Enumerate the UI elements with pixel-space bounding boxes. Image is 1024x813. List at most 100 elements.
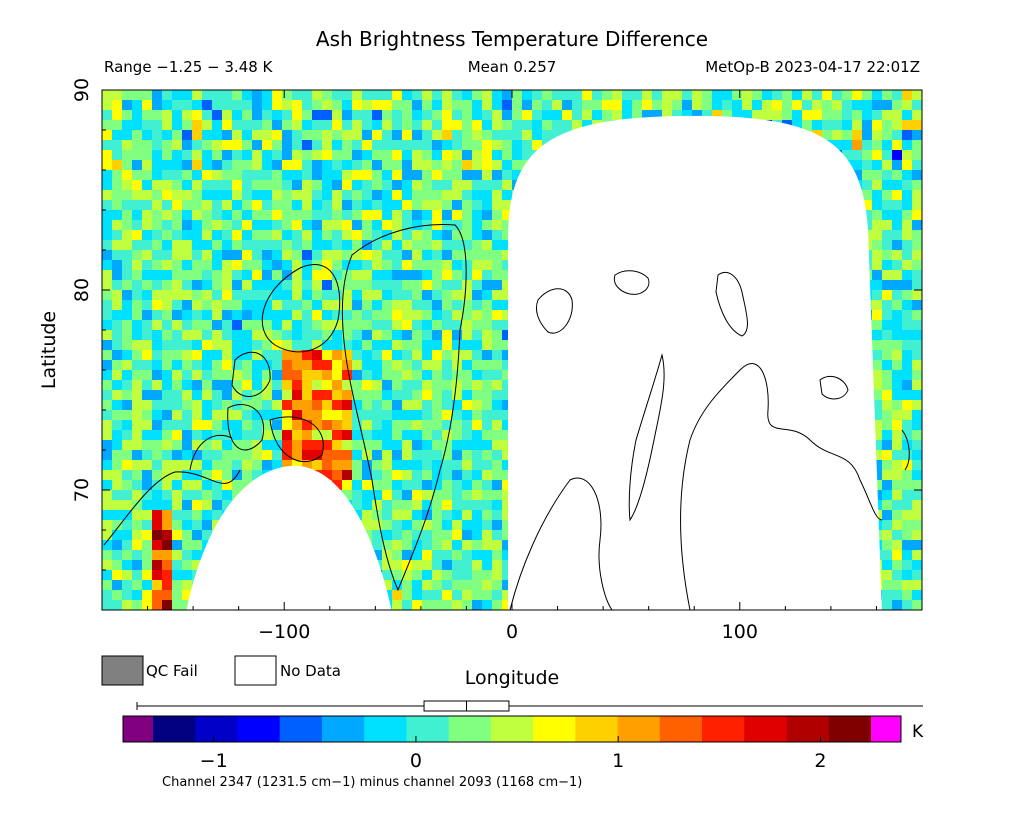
heatmap-cell xyxy=(212,510,223,521)
heatmap-cell xyxy=(162,160,173,171)
heatmap-cell xyxy=(342,340,353,351)
heatmap-cell xyxy=(872,150,883,161)
heatmap-cell xyxy=(312,110,323,121)
heatmap-cell xyxy=(102,500,113,511)
heatmap-cell xyxy=(482,540,493,551)
heatmap-cell xyxy=(392,130,403,141)
heatmap-cell xyxy=(362,230,373,241)
heatmap-cell xyxy=(272,260,283,271)
heatmap-cell xyxy=(882,440,893,451)
heatmap-cell xyxy=(342,320,353,331)
heatmap-cell xyxy=(382,520,393,531)
heatmap-cell xyxy=(482,340,493,351)
colorbar-segment xyxy=(279,716,323,742)
heatmap-cell xyxy=(352,110,363,121)
heatmap-cell xyxy=(442,550,453,561)
heatmap-cell xyxy=(352,330,363,341)
heatmap-cell xyxy=(252,200,263,211)
heatmap-cell xyxy=(442,180,453,191)
heatmap-cell xyxy=(202,310,213,321)
heatmap-cell xyxy=(482,500,493,511)
heatmap-cell xyxy=(452,90,463,101)
heatmap-cell xyxy=(412,320,423,331)
heatmap-cell xyxy=(872,250,883,261)
heatmap-cell xyxy=(472,440,483,451)
heatmap-cell xyxy=(462,500,473,511)
heatmap-cell xyxy=(892,470,903,481)
heatmap-cell xyxy=(442,210,453,221)
heatmap-cell xyxy=(492,580,503,591)
heatmap-cell xyxy=(202,410,213,421)
heatmap-cell xyxy=(222,320,233,331)
heatmap-cell xyxy=(912,400,922,411)
heatmap-cell xyxy=(462,290,473,301)
heatmap-cell xyxy=(102,240,113,251)
heatmap-cell xyxy=(162,320,173,331)
heatmap-cell xyxy=(292,310,303,321)
heatmap-cell xyxy=(182,240,193,251)
heatmap-cell xyxy=(192,490,203,501)
heatmap-cell xyxy=(122,470,133,481)
heatmap-cell xyxy=(532,110,543,121)
heatmap-cell xyxy=(682,100,693,111)
heatmap-cell xyxy=(242,140,253,151)
heatmap-cell xyxy=(442,570,453,581)
heatmap-cell xyxy=(172,450,183,461)
heatmap-cell xyxy=(212,110,223,121)
heatmap-cell xyxy=(302,170,313,181)
heatmap-cell xyxy=(902,420,913,431)
heatmap-cell xyxy=(412,290,423,301)
heatmap-cell xyxy=(902,400,913,411)
heatmap-cell xyxy=(292,440,303,451)
heatmap-cell xyxy=(462,90,473,101)
heatmap-cell xyxy=(452,190,463,201)
heatmap-cell xyxy=(332,180,343,191)
heatmap-cell xyxy=(192,110,203,121)
heatmap-cell xyxy=(482,290,493,301)
heatmap-cell xyxy=(452,270,463,281)
heatmap-cell xyxy=(292,400,303,411)
heatmap-cell xyxy=(152,200,163,211)
heatmap-cell xyxy=(172,470,183,481)
heatmap-cell xyxy=(412,190,423,201)
heatmap-cell xyxy=(212,440,223,451)
heatmap-cell xyxy=(492,90,503,101)
heatmap-cell xyxy=(172,210,183,221)
heatmap-cell xyxy=(372,150,383,161)
heatmap-cell xyxy=(172,490,183,501)
heatmap-cell xyxy=(592,110,603,121)
heatmap-cell xyxy=(522,120,533,131)
heatmap-cell xyxy=(422,340,433,351)
heatmap-cell xyxy=(412,150,423,161)
heatmap-cell xyxy=(272,290,283,301)
heatmap-cell xyxy=(172,600,183,610)
heatmap-cell xyxy=(122,130,133,141)
heatmap-cell xyxy=(422,130,433,141)
heatmap-cell xyxy=(392,530,403,541)
heatmap-cell xyxy=(902,370,913,381)
heatmap-cell xyxy=(312,150,323,161)
heatmap-cell xyxy=(422,160,433,171)
heatmap-cell xyxy=(862,130,873,141)
heatmap-cell xyxy=(102,90,113,101)
heatmap-cell xyxy=(102,140,113,151)
heatmap-cell xyxy=(332,90,343,101)
heatmap-cell xyxy=(902,570,913,581)
heatmap-cell xyxy=(172,270,183,281)
heatmap-cell xyxy=(112,240,123,251)
heatmap-cell xyxy=(172,570,183,581)
heatmap-cell xyxy=(342,180,353,191)
heatmap-cell xyxy=(482,440,493,451)
heatmap-cell xyxy=(432,120,443,131)
heatmap-cell xyxy=(882,260,893,271)
heatmap-cell xyxy=(382,250,393,261)
heatmap-cell xyxy=(142,160,153,171)
heatmap-cell xyxy=(452,530,463,541)
heatmap-cell xyxy=(182,440,193,451)
heatmap-cell xyxy=(452,350,463,361)
heatmap-cell xyxy=(912,520,922,531)
heatmap-cell xyxy=(262,430,273,441)
heatmap-cell xyxy=(352,340,363,351)
heatmap-cell xyxy=(502,580,513,591)
colorbar-segment xyxy=(828,716,872,742)
